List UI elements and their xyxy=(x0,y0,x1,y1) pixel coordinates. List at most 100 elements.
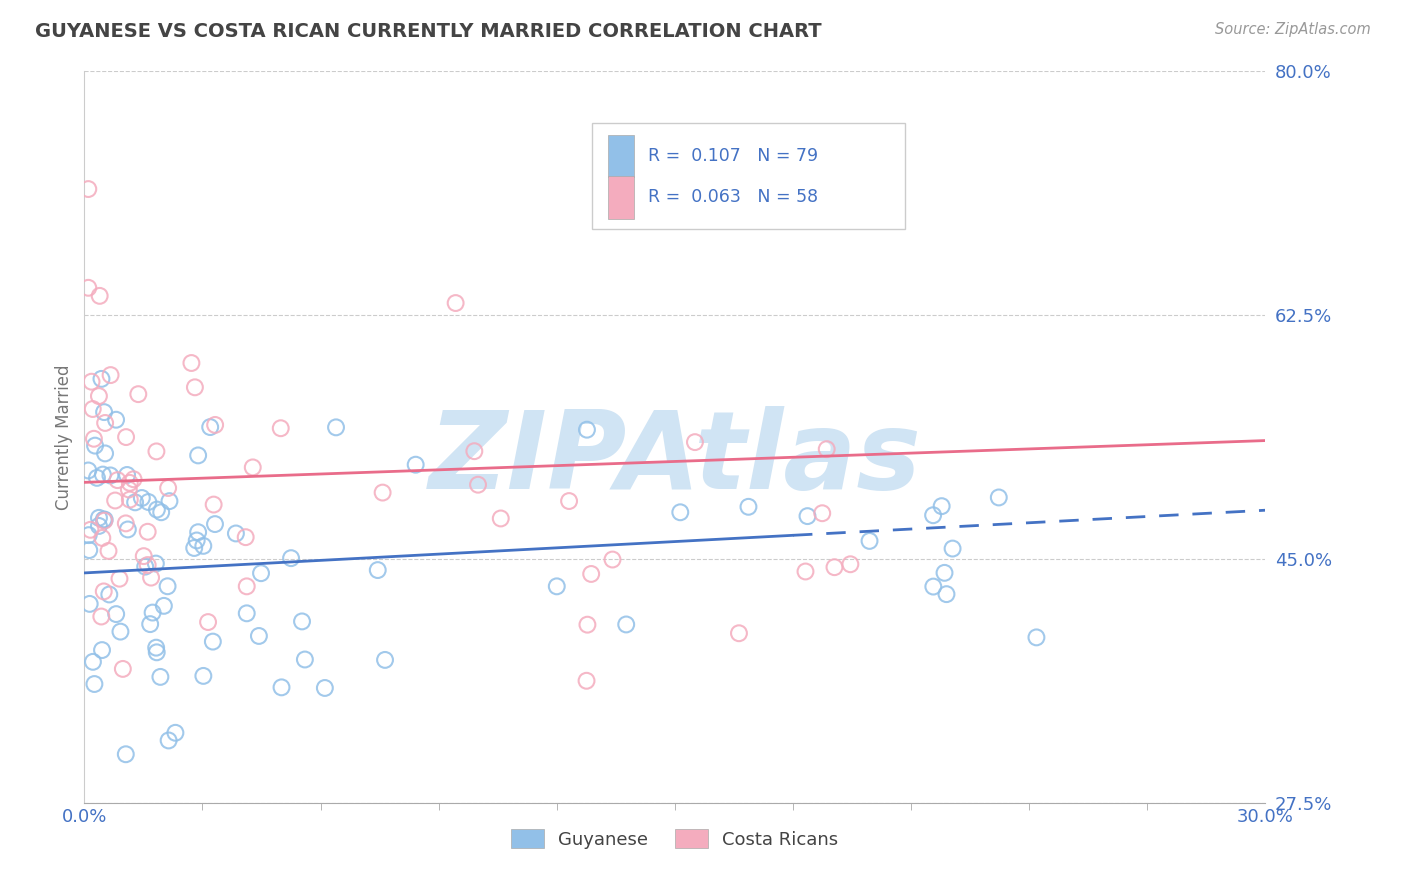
Point xyxy=(922,580,945,594)
Point xyxy=(79,597,101,611)
Point xyxy=(80,375,103,389)
Point xyxy=(467,477,489,491)
Point xyxy=(105,607,128,621)
Point xyxy=(187,449,209,463)
Text: ZIPAtlas: ZIPAtlas xyxy=(429,406,921,512)
Point xyxy=(91,531,114,545)
Point xyxy=(77,463,100,477)
Point xyxy=(405,458,427,472)
Point xyxy=(614,617,637,632)
Point xyxy=(146,502,169,516)
Point xyxy=(602,552,624,566)
Y-axis label: Currently Married: Currently Married xyxy=(55,364,73,510)
Point xyxy=(247,629,270,643)
Point xyxy=(79,523,101,537)
Point xyxy=(93,513,115,527)
Point xyxy=(815,442,838,457)
Point xyxy=(114,516,136,531)
Point xyxy=(575,673,598,688)
Point xyxy=(145,645,167,659)
Point xyxy=(579,566,602,581)
Point xyxy=(250,566,273,581)
Point xyxy=(576,617,599,632)
Point xyxy=(136,558,159,572)
Point xyxy=(145,640,167,655)
Point xyxy=(225,526,247,541)
Point xyxy=(737,500,759,514)
Point xyxy=(235,530,257,544)
Point xyxy=(728,626,751,640)
Point xyxy=(858,533,880,548)
Point xyxy=(235,607,257,621)
Point xyxy=(202,498,225,512)
Point xyxy=(105,413,128,427)
Point xyxy=(235,579,257,593)
Point xyxy=(935,587,957,601)
Point xyxy=(93,584,115,599)
Point xyxy=(91,643,114,657)
Point xyxy=(280,551,302,566)
Point xyxy=(90,372,112,386)
Point xyxy=(93,405,115,419)
Point xyxy=(136,524,159,539)
Point xyxy=(183,541,205,555)
Point xyxy=(93,512,115,526)
Point xyxy=(118,483,141,497)
Point xyxy=(371,485,394,500)
Point xyxy=(98,587,121,601)
Point xyxy=(157,733,180,747)
Point xyxy=(987,491,1010,505)
Point xyxy=(153,599,176,613)
Point xyxy=(197,615,219,629)
Point xyxy=(180,356,202,370)
Point xyxy=(198,420,221,434)
Point xyxy=(87,519,110,533)
Point xyxy=(314,681,336,695)
Point xyxy=(77,281,100,295)
Point xyxy=(187,525,209,540)
Point xyxy=(204,517,226,532)
Point xyxy=(118,492,141,507)
Point xyxy=(242,460,264,475)
Point xyxy=(270,421,292,435)
Point xyxy=(83,677,105,691)
Point xyxy=(157,481,180,495)
Point xyxy=(145,557,167,571)
Point xyxy=(150,505,173,519)
Point xyxy=(145,444,167,458)
Point xyxy=(669,505,692,519)
Point xyxy=(114,747,136,762)
Point xyxy=(839,558,862,572)
Point xyxy=(811,506,834,520)
Point xyxy=(77,182,100,196)
Point xyxy=(159,494,181,508)
Point xyxy=(77,543,100,558)
Point xyxy=(796,509,818,524)
Point xyxy=(184,380,207,394)
Point xyxy=(942,541,965,556)
Point xyxy=(93,514,115,528)
Point xyxy=(82,655,104,669)
Point xyxy=(132,549,155,563)
Bar xyxy=(607,135,634,177)
Point xyxy=(86,471,108,485)
Point xyxy=(824,560,846,574)
Point xyxy=(193,669,215,683)
Point xyxy=(444,296,467,310)
Point xyxy=(204,417,226,432)
Point xyxy=(108,572,131,586)
Point xyxy=(138,495,160,509)
Point xyxy=(922,508,945,523)
Point xyxy=(115,467,138,482)
Point xyxy=(82,402,104,417)
Point xyxy=(77,528,100,542)
Point xyxy=(149,670,172,684)
Point xyxy=(94,416,117,430)
Point xyxy=(118,475,141,490)
Point xyxy=(291,615,314,629)
Point xyxy=(110,624,132,639)
Bar xyxy=(607,176,634,219)
Point xyxy=(87,511,110,525)
Point xyxy=(931,499,953,513)
Text: R =  0.063   N = 58: R = 0.063 N = 58 xyxy=(648,188,818,206)
